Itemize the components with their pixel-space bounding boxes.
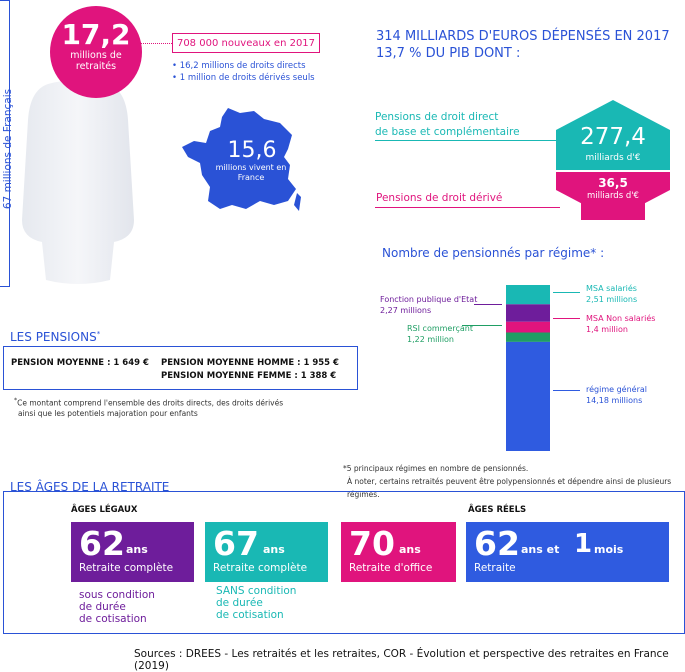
label-regime-general-name: régime général xyxy=(586,385,647,394)
leader-msa-salaries xyxy=(553,292,580,293)
age-70-ans: ans xyxy=(399,543,421,556)
age-card-70: 70 ans Retraite d'office xyxy=(341,522,456,582)
age-card-62-real: 62 ans et 1 mois Retraite xyxy=(466,522,669,582)
retirees-circle: 17,2 millions de retraités xyxy=(50,6,142,98)
age-real-mois: mois xyxy=(594,543,624,556)
age-real-caption: Retraite xyxy=(474,562,516,574)
france-label: millions vivent en France xyxy=(215,163,287,182)
age-real-number: 62 xyxy=(474,524,520,563)
segment-fonction-publique xyxy=(506,304,550,322)
pensions-note-line1: Ce montant comprend l'ensemble des droit… xyxy=(17,398,284,408)
segment-msa-salaries xyxy=(506,285,550,305)
label-rsi-value: 1,22 million xyxy=(407,335,455,344)
france-number: 15,6 xyxy=(227,138,277,163)
age-card-67: 67 ans Retraite complète xyxy=(205,522,328,582)
france-map xyxy=(182,108,301,211)
pension-average: PENSION MOYENNE : 1 649 € xyxy=(11,358,149,368)
age-67-condition-line2: de durée xyxy=(216,597,263,609)
pension-average-men: PENSION MOYENNE HOMME : 1 955 € xyxy=(161,358,339,368)
age-67-condition-line1: SANS condition xyxy=(216,585,297,597)
spending-title-line1: 314 MILLIARDS D'EUROS DÉPENSÉS EN 2017 xyxy=(376,29,670,44)
age-real-months-number: 1 xyxy=(574,529,593,559)
regime-title: Nombre de pensionnés par régime* : xyxy=(382,246,605,260)
label-fonction-publique-name: Fonction publique d'Etat xyxy=(380,295,478,304)
pensions-note-mark: * xyxy=(14,397,18,404)
label-fonction-publique: Fonction publique d'Etat 2,27 millions xyxy=(380,294,477,316)
age-62-condition-line3: de cotisation xyxy=(79,613,147,625)
label-rsi: RSI commerçant 1,22 million xyxy=(407,323,473,345)
spending-title: 314 MILLIARDS D'EUROS DÉPENSÉS EN 2017 1… xyxy=(376,28,676,62)
leader-rsi xyxy=(462,325,502,326)
label-msa-salaries: MSA salariés 2,51 millions xyxy=(586,283,637,305)
label-msa-non-salaries-value: 1,4 million xyxy=(586,325,628,334)
pension-average-women: PENSION MOYENNE FEMME : 1 388 € xyxy=(161,371,337,381)
derived-pension-value: 36,5 xyxy=(598,176,628,190)
population-label: 67 millions de Français xyxy=(2,88,14,210)
real-ages-heading: ÂGES RÉELS xyxy=(468,505,527,515)
population-bracket xyxy=(0,0,10,287)
label-msa-salaries-value: 2,51 millions xyxy=(586,295,638,304)
label-fonction-publique-value: 2,27 millions xyxy=(380,306,432,315)
label-msa-non-salaries-name: MSA Non salariés xyxy=(586,314,656,323)
direct-pension-value: 277,4 xyxy=(580,124,646,150)
age-62-number: 62 xyxy=(79,524,125,563)
segment-msa-non-salaries xyxy=(506,321,550,333)
ages-title: LES ÂGES DE LA RETRAITE xyxy=(10,480,170,494)
label-msa-non-salaries: MSA Non salariés 1,4 million xyxy=(586,313,655,335)
derived-pension-unit: milliards d'€ xyxy=(587,191,639,201)
pensions-note-line2: ainsi que les potentiels majoration pour… xyxy=(18,408,198,418)
regime-stacked-bar xyxy=(506,285,550,451)
age-67-caption: Retraite complète xyxy=(213,562,308,574)
segment-regime-general xyxy=(506,341,550,451)
leader-msa-non-salaries xyxy=(553,318,580,319)
retirees-number: 17,2 xyxy=(61,18,131,51)
direct-pension-line xyxy=(375,140,560,141)
leader-regime-general xyxy=(553,390,580,391)
direct-pension-unit: milliards d'€ xyxy=(585,153,641,163)
age-67-number: 67 xyxy=(213,524,259,563)
direct-pension-label-line1: Pensions de droit direct xyxy=(375,111,499,123)
regime-note-line2: À noter, certains retraités peuvent être… xyxy=(347,477,672,499)
pensions-title-text: LES PENSIONS xyxy=(10,330,97,344)
age-62-caption: Retraite complète xyxy=(79,562,174,574)
dotted-connector xyxy=(141,43,172,44)
age-card-62-legal: 62 ans Retraite complète xyxy=(71,522,194,582)
segment-rsi xyxy=(506,332,550,342)
age-real-ans-et: ans et xyxy=(521,543,560,556)
age-62-ans: ans xyxy=(126,543,148,556)
pensions-title: LES PENSIONS* xyxy=(10,330,100,344)
retirees-label: millions de retraités xyxy=(70,50,122,72)
age-62-condition-line1: sous condition xyxy=(79,589,155,601)
age-62-condition-line2: de durée xyxy=(79,601,126,613)
age-62-condition: sous condition de durée de cotisation xyxy=(79,589,155,625)
label-msa-salaries-name: MSA salariés xyxy=(586,284,637,293)
bullet-derived-rights: • 1 million de droits dérivés seuls xyxy=(172,73,315,83)
age-70-number: 70 xyxy=(349,524,395,563)
direct-pension-label: Pensions de droit direct de base et comp… xyxy=(375,110,545,140)
pensions-note: *Ce montant comprend l'ensemble des droi… xyxy=(14,396,304,419)
person-silhouette xyxy=(22,80,134,284)
label-regime-general: régime général 14,18 millions xyxy=(586,384,647,406)
legal-ages-heading: ÂGES LÉGAUX xyxy=(71,505,138,515)
spending-title-line2: 13,7 % DU PIB DONT : xyxy=(376,46,521,61)
derived-pension-line xyxy=(375,207,560,208)
bullet-direct-rights: • 16,2 millions de droits directs xyxy=(172,61,306,71)
label-rsi-name: RSI commerçant xyxy=(407,324,473,333)
pensions-title-mark: * xyxy=(96,330,101,338)
pensions-box: PENSION MOYENNE : 1 649 € PENSION MOYENN… xyxy=(3,346,358,390)
age-67-condition: SANS condition de durée de cotisation xyxy=(216,585,296,621)
spending-hexagon xyxy=(556,100,670,220)
new-retirees-box: 708 000 nouveaux en 2017 xyxy=(172,33,320,53)
sources: Sources : DREES - Les retraités et les r… xyxy=(134,648,669,672)
leader-fonction-publique xyxy=(474,304,502,305)
label-regime-general-value: 14,18 millions xyxy=(586,396,643,405)
regime-note-line1: *5 principaux régimes en nombre de pensi… xyxy=(343,464,529,473)
age-70-caption: Retraite d'office xyxy=(349,562,433,574)
age-67-condition-line3: de cotisation xyxy=(216,609,284,621)
regime-note: *5 principaux régimes en nombre de pensi… xyxy=(343,462,683,501)
derived-pension-label: Pensions de droit dérivé xyxy=(376,192,503,204)
age-67-ans: ans xyxy=(263,543,285,556)
direct-pension-label-line2: de base et complémentaire xyxy=(375,126,520,138)
